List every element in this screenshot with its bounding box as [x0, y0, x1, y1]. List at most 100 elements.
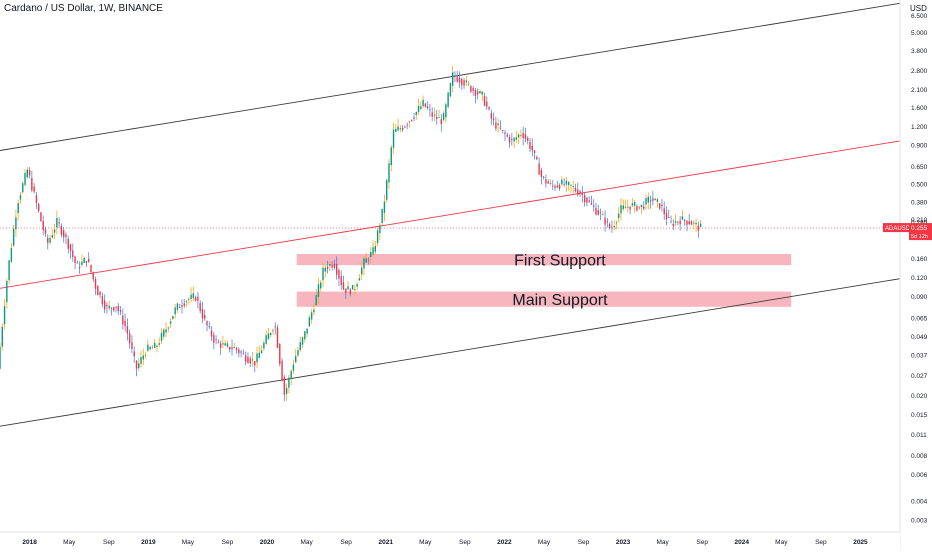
candle-body	[583, 195, 586, 203]
candle-body	[486, 101, 488, 107]
candle-body	[106, 304, 108, 307]
candle-body	[558, 184, 561, 189]
candle-body	[401, 127, 404, 130]
candle-body	[126, 326, 129, 334]
candle-body	[515, 137, 518, 140]
price-tick-label: 0.027	[911, 373, 928, 380]
candle-body	[272, 330, 274, 332]
candle-body	[329, 264, 331, 266]
candle-body	[233, 346, 235, 348]
candle-body	[1, 326, 3, 347]
candle-body	[33, 186, 35, 192]
candle-body	[181, 305, 183, 307]
candle-body	[169, 321, 172, 324]
candle-body	[472, 88, 474, 91]
time-tick-label: May	[775, 539, 788, 546]
candle-body	[470, 86, 472, 92]
candle-body	[690, 221, 693, 225]
candle-body	[99, 291, 101, 296]
price-tick-label: 5.000	[911, 30, 928, 37]
price-tick-label: 0.015	[911, 412, 928, 419]
candle-body	[483, 96, 486, 106]
candle-body	[661, 204, 663, 206]
candle-body	[390, 147, 392, 166]
candle-body	[19, 195, 22, 200]
candle-body	[697, 225, 700, 231]
candle-body	[165, 329, 167, 333]
candle-body	[192, 293, 195, 299]
candle-body	[345, 288, 347, 293]
time-axis[interactable]: 2018 May Sep 2019 May Sep 2020 May Sep 2021 May Sep…	[0, 531, 900, 550]
price-tick-label: 2.100	[911, 87, 928, 94]
candle-body	[62, 230, 65, 238]
candle-body	[631, 203, 634, 206]
candle-body	[140, 357, 142, 364]
candle-body	[176, 303, 179, 310]
candle-body	[524, 134, 527, 139]
candle-body	[22, 183, 24, 193]
candle-body	[397, 126, 399, 131]
candle-body	[72, 250, 74, 257]
candle-body	[108, 305, 110, 309]
candle-body	[629, 206, 631, 210]
candle-body	[8, 260, 10, 281]
candle-body	[144, 354, 147, 356]
trendlines	[0, 2, 901, 427]
support-zone[interactable]	[296, 291, 792, 307]
time-tick-label: 2021	[378, 539, 393, 546]
channel-upper-line[interactable]	[0, 2, 901, 151]
candle-body	[333, 263, 336, 268]
candle-body	[206, 321, 208, 326]
candle-body	[247, 357, 249, 364]
price-tick-label: 0.049	[911, 334, 928, 341]
candle-body	[474, 89, 477, 97]
symbol-tag-label: ADAUSD	[885, 226, 911, 232]
candle-body	[517, 134, 520, 138]
candle-body	[172, 315, 174, 320]
price-tick-label: 0.065	[911, 315, 928, 322]
channel-lower-line[interactable]	[0, 278, 901, 427]
candle-body	[492, 118, 495, 121]
candle-body	[688, 221, 690, 225]
candle-body	[674, 221, 677, 223]
support-zone-label: Main Support	[512, 292, 608, 309]
candle-body	[381, 208, 383, 223]
candle-body	[440, 119, 442, 125]
candle-body	[283, 377, 286, 395]
candle-body	[256, 353, 258, 363]
candle-body	[133, 351, 135, 357]
price-tick-label: 0.003	[911, 518, 928, 525]
candle-body	[254, 361, 256, 366]
candle-body	[226, 343, 229, 347]
candle-body	[260, 350, 263, 354]
time-tick-label: Sep	[103, 539, 115, 546]
candle-body	[317, 284, 320, 297]
channel-middle-line[interactable]	[0, 140, 901, 289]
candle-body	[242, 353, 245, 355]
candle-body	[681, 216, 684, 220]
candle-body	[197, 296, 199, 301]
price-tick-label: 0.280	[911, 219, 928, 226]
candle-body	[354, 289, 356, 290]
price-tick-label: 0.008	[911, 453, 928, 460]
support-zone[interactable]	[296, 253, 792, 266]
candle-body	[467, 83, 470, 85]
candle-body	[654, 198, 656, 201]
candle-body	[363, 258, 365, 269]
candle-body	[60, 225, 63, 235]
candle-body	[113, 307, 115, 311]
candle-body	[231, 347, 233, 350]
candle-body	[579, 191, 581, 195]
candle-body	[44, 229, 47, 234]
candle-body	[606, 221, 609, 222]
candle-body	[463, 80, 465, 86]
price-tick-label: 0.160	[911, 256, 928, 263]
candle-body	[599, 212, 602, 214]
candle-body	[522, 132, 524, 138]
candle-body	[153, 342, 156, 348]
candle-body	[128, 333, 131, 344]
candle-body	[313, 309, 315, 313]
chart-title: Cardano / US Dollar, 1W, BINANCE	[4, 3, 163, 14]
